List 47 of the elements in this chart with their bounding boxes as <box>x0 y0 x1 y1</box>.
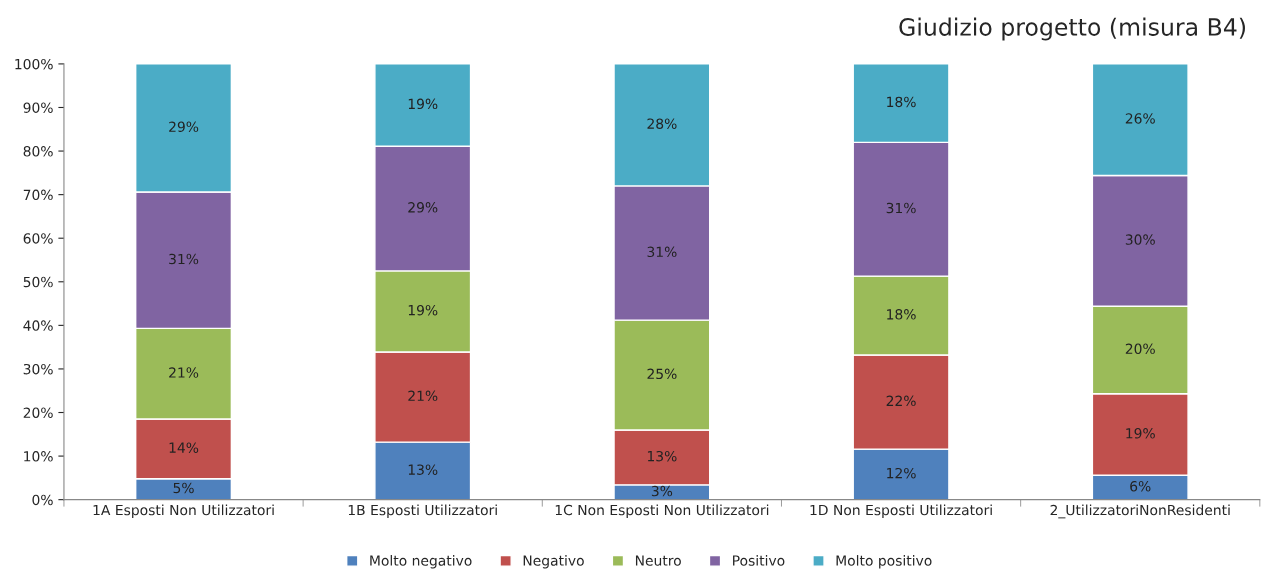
data-label: 20% <box>1125 343 1155 355</box>
y-tick-label: 60% <box>23 233 53 244</box>
data-label: 25% <box>647 368 677 380</box>
data-label: 14% <box>169 442 199 453</box>
y-tick-label: 80% <box>23 146 53 157</box>
data-label: 29% <box>408 202 438 213</box>
data-label: 19% <box>1126 428 1155 439</box>
data-label: 31% <box>169 253 199 265</box>
data-label: 18% <box>887 309 916 320</box>
data-label: 5% <box>173 482 194 494</box>
data-label: 19% <box>408 98 438 110</box>
data-label: 19% <box>408 304 438 316</box>
y-tick-label: 100% <box>15 58 53 70</box>
y-tick-label: 10% <box>24 451 53 462</box>
x-tick-label: 1B Esposti Utilizzatori <box>348 504 497 518</box>
data-label: 3% <box>651 485 673 497</box>
legend-label: Molto negativo <box>370 555 472 569</box>
data-label: 6% <box>1130 480 1151 492</box>
x-tick-label: 1A Esposti Non Utilizzatori <box>93 504 274 518</box>
legend-label: Molto positivo <box>836 555 932 569</box>
data-label: 22% <box>886 395 916 407</box>
data-label: 29% <box>169 121 199 132</box>
y-tick-label: 30% <box>23 363 53 375</box>
x-tick-label: 1C Non Esposti Non Utilizzatori <box>555 504 769 518</box>
legend-label: Neutro <box>635 555 681 566</box>
chart-title: Giudizio progetto (misura B4) <box>899 17 1245 41</box>
data-label: 18% <box>887 96 916 108</box>
y-tick-label: 90% <box>23 102 53 113</box>
data-label: 13% <box>408 464 438 475</box>
data-label: 13% <box>647 450 677 462</box>
data-label: 21% <box>408 390 438 402</box>
y-tick-label: 70% <box>23 189 53 201</box>
legend-label: Negativo <box>523 555 584 569</box>
x-tick-label: 1D Non Esposti Utilizzatori <box>810 504 992 518</box>
data-label: 31% <box>886 202 916 214</box>
data-label: 30% <box>1125 234 1155 245</box>
data-label: 28% <box>647 118 677 129</box>
y-tick-label: 50% <box>23 276 53 288</box>
data-label: 26% <box>1125 113 1155 124</box>
data-label: 21% <box>169 367 199 378</box>
data-label: 12% <box>887 467 916 479</box>
y-tick-label: 20% <box>23 407 53 418</box>
y-tick-label: 0% <box>32 494 53 506</box>
data-label: 31% <box>647 246 677 258</box>
legend-label: Positivo <box>733 555 785 566</box>
y-tick-label: 40% <box>23 320 53 331</box>
x-tick-label: 2_UtilizzatoriNonResidenti <box>1050 504 1230 519</box>
